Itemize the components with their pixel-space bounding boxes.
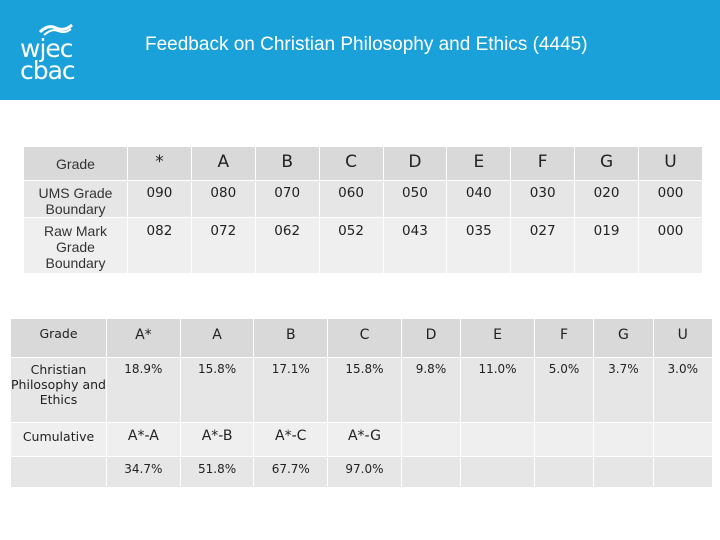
grade-cell: A <box>190 146 256 181</box>
table-row: 34.7% 51.8% 67.7% 97.0% <box>10 456 714 488</box>
grade-cell: A* <box>106 318 181 358</box>
ums-cell: 040 <box>446 180 512 218</box>
empty-cell <box>652 422 714 457</box>
cumulative-value-cell: 34.7% <box>106 456 181 488</box>
raw-mark-cell: 043 <box>382 217 448 274</box>
raw-mark-cell: 019 <box>574 217 639 274</box>
empty-cell <box>400 456 462 488</box>
empty-cell <box>400 422 462 457</box>
row-label: Grade <box>10 318 107 358</box>
row-label: UMS Grade Boundary <box>23 180 128 218</box>
grade-cell: E <box>446 146 512 181</box>
empty-cell <box>460 422 535 457</box>
percent-cell: 5.0% <box>533 357 595 423</box>
ums-cell: 090 <box>127 180 192 218</box>
percent-cell: 3.0% <box>652 357 714 423</box>
cumulative-value-cell: 97.0% <box>327 456 402 488</box>
raw-mark-cell: 072 <box>190 217 256 274</box>
empty-cell <box>593 456 654 488</box>
percent-cell: 15.8% <box>179 357 255 423</box>
raw-mark-cell: 000 <box>638 217 703 274</box>
grade-boundary-table: Grade * A B C D E F G U UMS Grade Bounda… <box>23 146 703 274</box>
grade-cell: A <box>179 318 255 358</box>
cumulative-value-cell: 51.8% <box>179 456 255 488</box>
empty-cell <box>593 422 654 457</box>
raw-mark-cell: 082 <box>127 217 192 274</box>
grade-cell: E <box>460 318 535 358</box>
logo-text-cbac: cbac <box>20 56 76 85</box>
row-label: Grade <box>23 146 128 181</box>
grade-cell: B <box>254 146 320 181</box>
raw-mark-cell: 035 <box>446 217 512 274</box>
cumulative-range-cell: A*-G <box>327 422 402 457</box>
raw-mark-cell: 062 <box>254 217 320 274</box>
empty-cell <box>652 456 714 488</box>
cumulative-value-cell: 67.7% <box>253 456 329 488</box>
percent-cell: 17.1% <box>253 357 329 423</box>
logo-text-wjec: wjec <box>20 34 74 63</box>
raw-mark-cell: 052 <box>318 217 384 274</box>
grade-cell: D <box>400 318 462 358</box>
cumulative-range-cell: A*-C <box>253 422 329 457</box>
ums-cell: 020 <box>574 180 639 218</box>
ums-cell: 050 <box>382 180 448 218</box>
logo-arc-icon <box>38 23 73 36</box>
header-banner: wjec cbac Feedback on Christian Philosop… <box>0 0 720 100</box>
results-table: Grade A* A B C D E F G U Christian Philo… <box>10 318 714 488</box>
percent-cell: 15.8% <box>327 357 402 423</box>
row-label: Christian Philosophy and Ethics <box>10 357 107 423</box>
grade-cell: C <box>318 146 384 181</box>
empty-cell <box>460 456 535 488</box>
row-label: Cumulative <box>10 422 107 457</box>
table-row: Cumulative A*-A A*-B A*-C A*-G <box>10 422 714 457</box>
ums-cell: 080 <box>190 180 256 218</box>
ums-cell: 070 <box>254 180 320 218</box>
grade-cell: D <box>382 146 448 181</box>
raw-mark-cell: 027 <box>510 217 576 274</box>
percent-cell: 11.0% <box>460 357 535 423</box>
grade-cell: C <box>327 318 402 358</box>
table-row: Raw Mark Grade Boundary 082 072 062 052 … <box>23 217 703 274</box>
empty-cell <box>10 456 107 488</box>
table-row: Grade * A B C D E F G U <box>23 146 703 181</box>
grade-cell: * <box>127 146 192 181</box>
ums-cell: 060 <box>318 180 384 218</box>
grade-cell: U <box>652 318 714 358</box>
grade-cell: F <box>533 318 595 358</box>
cumulative-range-cell: A*-A <box>106 422 181 457</box>
table-row: Grade A* A B C D E F G U <box>10 318 714 358</box>
percent-cell: 9.8% <box>400 357 462 423</box>
ums-cell: 030 <box>510 180 576 218</box>
page-title: Feedback on Christian Philosophy and Eth… <box>145 34 588 55</box>
empty-cell <box>533 456 595 488</box>
grade-cell: F <box>510 146 576 181</box>
percent-cell: 18.9% <box>106 357 181 423</box>
cumulative-range-cell: A*-B <box>179 422 255 457</box>
empty-cell <box>533 422 595 457</box>
table-row: UMS Grade Boundary 090 080 070 060 050 0… <box>23 180 703 218</box>
grade-cell: B <box>253 318 329 358</box>
row-label: Raw Mark Grade Boundary <box>23 217 128 274</box>
wjec-cbac-logo: wjec cbac <box>20 22 90 85</box>
grade-cell: G <box>593 318 654 358</box>
grade-cell: U <box>638 146 703 181</box>
ums-cell: 000 <box>638 180 703 218</box>
percent-cell: 3.7% <box>593 357 654 423</box>
table-row: Christian Philosophy and Ethics 18.9% 15… <box>10 357 714 423</box>
grade-cell: G <box>574 146 639 181</box>
